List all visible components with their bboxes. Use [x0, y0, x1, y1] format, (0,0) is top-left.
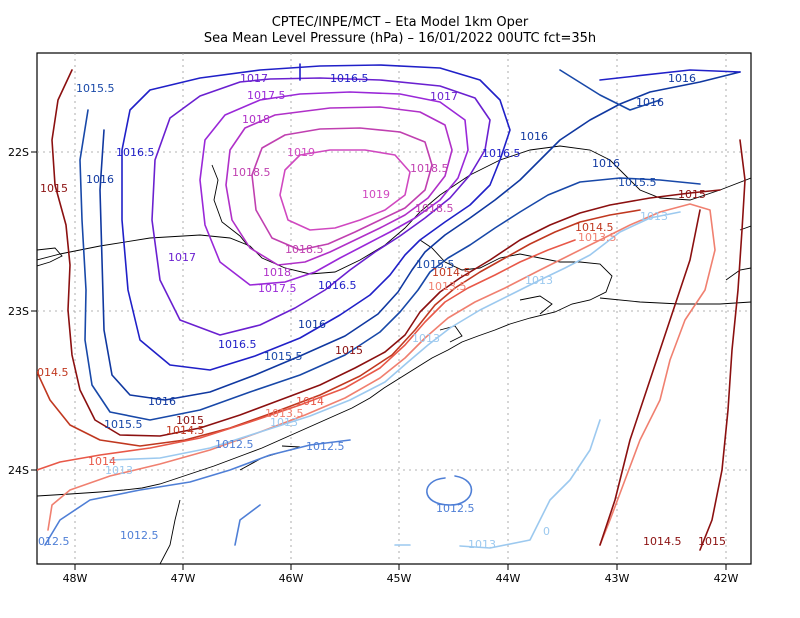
contour-label: 1013 — [468, 538, 496, 551]
contour-label: 1018 — [263, 266, 291, 279]
contour-label: 1013.5 — [578, 231, 617, 244]
contour-label: 1015 — [698, 535, 726, 548]
contour-label: 1016.5 — [318, 279, 357, 292]
x-tick-labels: 48W 47W 46W 45W 44W 43W 42W — [63, 572, 739, 585]
contour-label: 012.5 — [38, 535, 70, 548]
x-tick-label: 44W — [496, 572, 521, 585]
title-line-1: CPTEC/INPE/MCT – Eta Model 1km Oper — [272, 15, 529, 30]
x-tick-label: 46W — [279, 572, 304, 585]
x-tick-label: 45W — [387, 572, 412, 585]
contour-label: 1015.5 — [76, 82, 115, 95]
contour-label: 1016 — [636, 96, 664, 109]
contour-label: 1014 — [88, 455, 116, 468]
contour-label: 1016 — [520, 130, 548, 143]
y-tick-label: 23S — [8, 305, 29, 318]
axis-ticks — [31, 151, 727, 570]
contour-label: 1012.5 — [436, 502, 475, 515]
contour-label: 1013 — [525, 274, 553, 287]
y-tick-label: 24S — [8, 464, 29, 477]
contour-label: 1016 — [298, 318, 326, 331]
x-tick-label: 42W — [714, 572, 739, 585]
map-frame — [36, 52, 752, 565]
contour-label: 1016 — [592, 157, 620, 170]
contour-label: 1017 — [430, 90, 458, 103]
contour-label: 0 — [543, 525, 550, 538]
contour-label: 1016 — [86, 173, 114, 186]
y-tick-label: 22S — [8, 146, 29, 159]
contour-label: 1017.5 — [258, 282, 297, 295]
contour-label: 1012.5 — [215, 438, 254, 451]
contour-label: 1015.5 — [264, 350, 303, 363]
contour-label: 1016.5 — [218, 338, 257, 351]
contour-label: 1016 — [148, 395, 176, 408]
contour-label: 1019 — [287, 146, 315, 159]
contour-label: 1014 — [296, 395, 324, 408]
contour-label: 1015.5 — [416, 258, 455, 271]
contour-label: 1017 — [168, 251, 196, 264]
contour-label: 1018.5 — [415, 202, 454, 215]
contour-label: 1013 — [270, 416, 298, 429]
contour-label: 1017 — [240, 72, 268, 85]
contour-label: 1014.5 — [432, 266, 471, 279]
contour-label: 1019 — [362, 188, 390, 201]
contour-label: 1014.5 — [166, 424, 205, 437]
contour-label: 1016.5 — [482, 147, 521, 160]
contour-label: 014.5 — [37, 366, 69, 379]
contour-label: 1017.5 — [247, 89, 286, 102]
contour-label: 1015.5 — [618, 176, 657, 189]
x-tick-label: 43W — [605, 572, 630, 585]
contour-label: 1013.5 — [428, 280, 467, 293]
contour-label: 1018.5 — [410, 162, 449, 175]
contour-label: 1015 — [176, 414, 204, 427]
contour-label: 1016 — [668, 72, 696, 85]
contour-label: 1014.5 — [643, 535, 682, 548]
y-tick-labels: 22S 23S 24S — [8, 146, 29, 477]
contour-labels: 1017 1016.5 1017 1016 1016 1015.5 1017.5… — [37, 72, 726, 551]
contour-label: 1016.5 — [116, 146, 155, 159]
coastline — [37, 145, 751, 564]
contour-label: 1014.5 — [575, 221, 614, 234]
x-tick-label: 48W — [63, 572, 88, 585]
x-tick-label: 47W — [171, 572, 196, 585]
isobars — [37, 63, 746, 551]
contour-label: 1015 — [40, 182, 68, 195]
contour-label: 1012.5 — [306, 440, 345, 453]
contour-label: 1016.5 — [330, 72, 369, 85]
contour-label: 1018.5 — [285, 243, 324, 256]
contour-label: 1015 — [335, 344, 363, 357]
contour-label: 1018 — [242, 113, 270, 126]
title-line-2: Sea Mean Level Pressure (hPa) – 16/01/20… — [204, 31, 596, 46]
contour-label: 1012.5 — [120, 529, 159, 542]
contour-label: 1013 — [640, 210, 668, 223]
contour-label: 1018.5 — [232, 166, 271, 179]
contour-label: 1015 — [678, 188, 706, 201]
contour-label: 1013 — [412, 332, 440, 345]
contour-label: 1013.5 — [265, 407, 304, 420]
contour-label: 1013 — [105, 464, 133, 477]
contour-label: 1015.5 — [104, 418, 143, 431]
